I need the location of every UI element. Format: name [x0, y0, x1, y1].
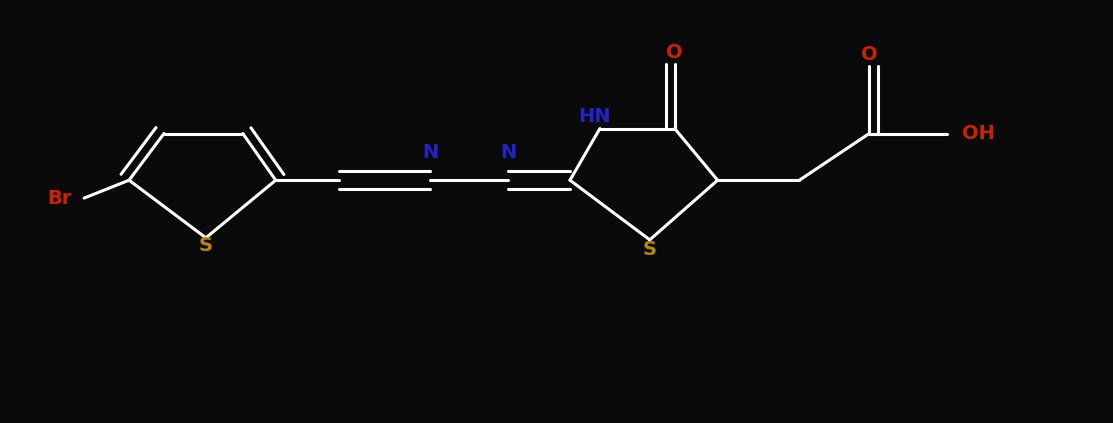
Text: OH: OH: [962, 124, 995, 143]
Text: N: N: [422, 143, 439, 162]
Text: N: N: [500, 143, 516, 162]
Text: HN: HN: [579, 107, 611, 126]
Text: O: O: [860, 44, 877, 63]
Text: O: O: [667, 43, 683, 62]
Text: Br: Br: [47, 189, 71, 208]
Text: S: S: [199, 236, 213, 255]
Text: S: S: [643, 240, 657, 259]
